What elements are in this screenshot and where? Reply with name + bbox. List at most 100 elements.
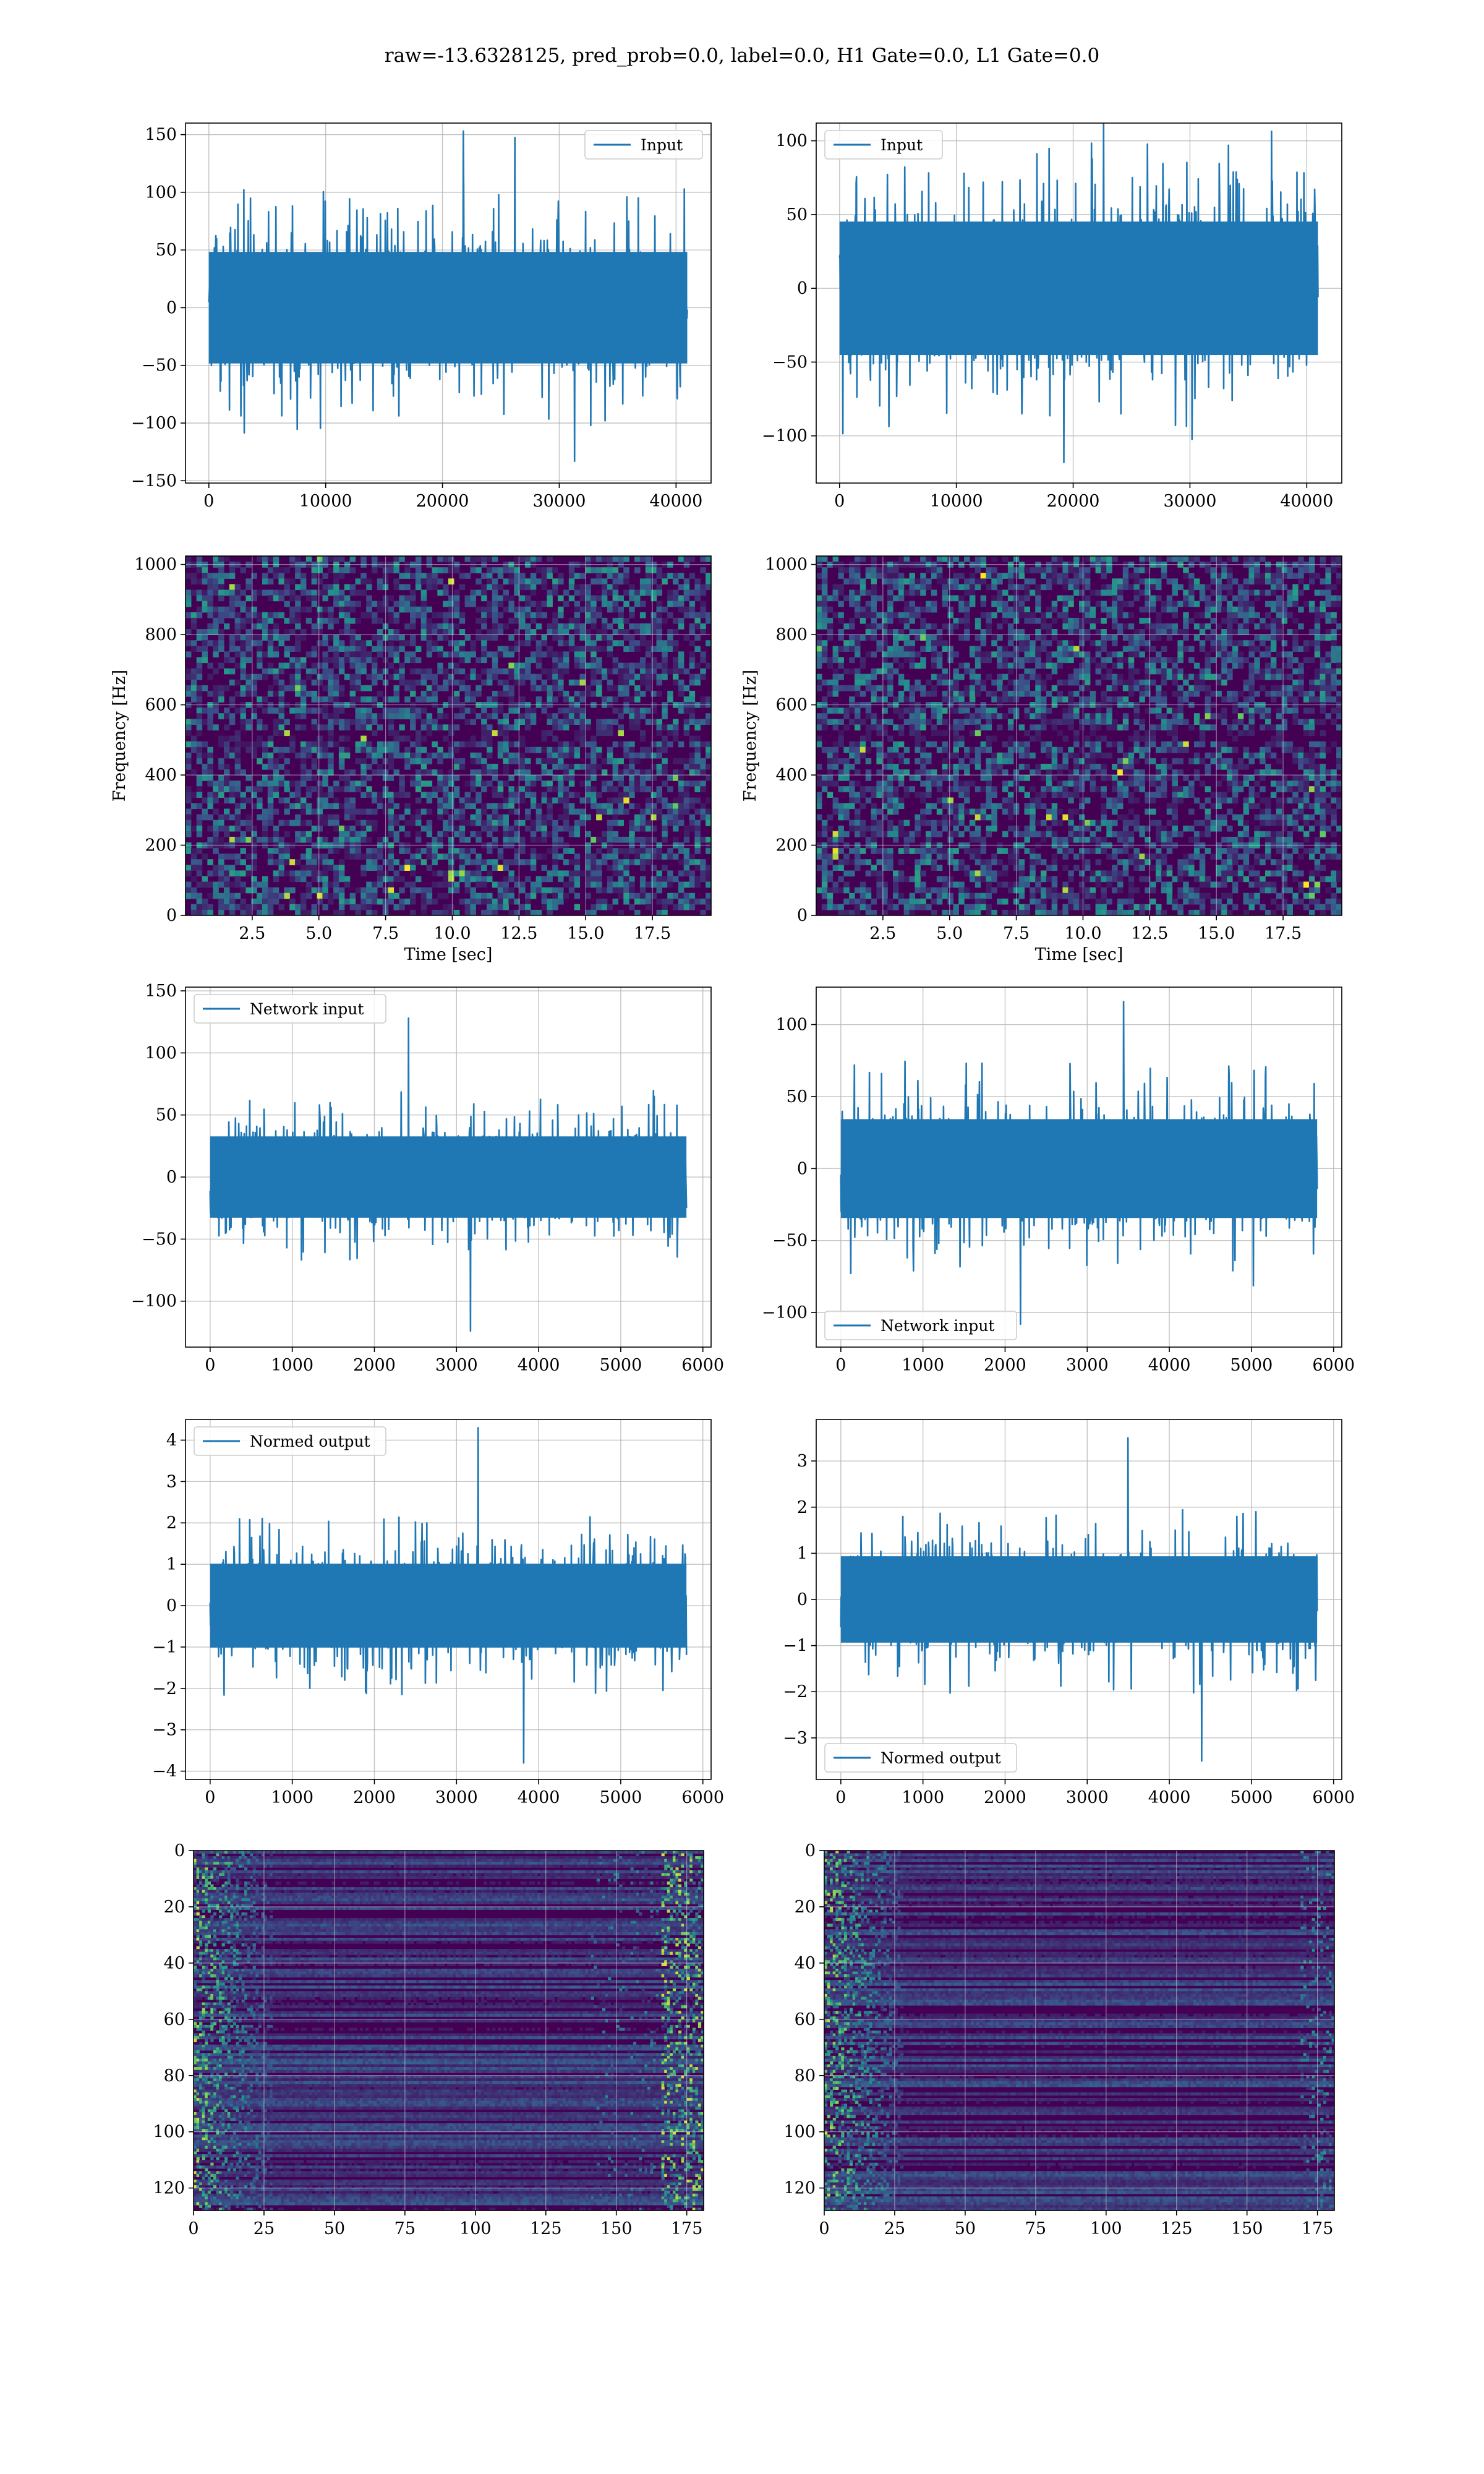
heatmap-cell [547, 876, 553, 883]
heatmap-cell [667, 696, 673, 703]
heatmap-cell [388, 662, 394, 669]
heatmap-cell [186, 556, 192, 562]
heatmap-cell [991, 870, 997, 877]
heatmap-cell [541, 825, 547, 832]
heatmap-cell [689, 859, 696, 865]
heatmap-cell [344, 848, 351, 854]
heatmap-cell [920, 713, 926, 719]
heatmap-cell [816, 713, 822, 719]
heatmap-cell [909, 876, 915, 883]
heatmap-cell [503, 651, 509, 657]
heatmap-cell [926, 690, 932, 697]
heatmap-cell [958, 865, 965, 871]
heatmap-cell [997, 724, 1003, 730]
heatmap-cell [936, 713, 943, 719]
heatmap-cell [568, 887, 575, 894]
heatmap-cell [278, 679, 284, 686]
heatmap-cell [942, 876, 949, 883]
heatmap-cell [289, 606, 296, 613]
heatmap-cell [552, 679, 558, 686]
heatmap-cell [503, 797, 509, 804]
heatmap-cell [207, 589, 213, 596]
heatmap-cell [415, 808, 422, 815]
heatmap-cell [300, 898, 307, 905]
heatmap-cell [470, 589, 476, 596]
heatmap-cell [986, 612, 992, 618]
heatmap-cell [821, 887, 828, 894]
heatmap-cell [525, 792, 531, 798]
heatmap-cell [388, 713, 394, 719]
heatmap-cell [689, 758, 696, 764]
heatmap-cell [849, 601, 855, 607]
heatmap-cell [673, 803, 679, 810]
heatmap-cell [821, 842, 828, 849]
heatmap-cell [437, 651, 443, 657]
heatmap-cell [920, 635, 926, 641]
heatmap-cell [552, 735, 558, 742]
heatmap-cell [338, 724, 345, 730]
heatmap-cell [196, 612, 203, 618]
heatmap-cell [541, 831, 547, 837]
heatmap-cell [382, 713, 389, 719]
heatmap-cell [903, 898, 910, 905]
heatmap-cell [558, 814, 564, 821]
heatmap-cell [909, 831, 915, 837]
heatmap-cell [832, 719, 839, 725]
heatmap-cell [964, 601, 970, 607]
heatmap-cell [623, 854, 629, 860]
heatmap-cell [224, 825, 230, 832]
heatmap-cell [475, 814, 482, 821]
heatmap-cell [563, 741, 569, 748]
heatmap-cell [591, 617, 597, 624]
heatmap-cell [360, 831, 367, 837]
heatmap-cell [601, 808, 608, 815]
heatmap-cell [388, 825, 394, 832]
heatmap-cell [563, 792, 569, 798]
heatmap-cell [240, 617, 246, 624]
heatmap-cell [832, 595, 839, 602]
heatmap-cell [229, 567, 236, 573]
heatmap-cell [448, 651, 454, 657]
heatmap-cell [909, 702, 915, 708]
heatmap-cell [662, 578, 668, 584]
heatmap-cell [481, 865, 487, 871]
heatmap-cell [645, 769, 652, 776]
heatmap-cell [849, 635, 855, 641]
heatmap-cell [492, 775, 498, 781]
heatmap-cell [366, 909, 372, 915]
heatmap-cell [475, 657, 482, 664]
heatmap-cell [196, 820, 203, 826]
heatmap-cell [251, 842, 257, 849]
heatmap-cell [273, 635, 279, 641]
heatmap-cell [448, 556, 454, 562]
heatmap-cell [974, 635, 981, 641]
heatmap-cell [503, 741, 509, 748]
heatmap-cell [305, 854, 312, 860]
heatmap-cell [196, 685, 203, 691]
heatmap-cell [893, 808, 899, 815]
heatmap-cell [980, 629, 987, 635]
heatmap-cell [974, 848, 981, 854]
heatmap-cell [475, 567, 482, 573]
heatmap-cell [656, 752, 662, 759]
heatmap-cell [196, 696, 203, 703]
heatmap-cell [317, 797, 323, 804]
heatmap-cell [234, 752, 241, 759]
heatmap-cell [190, 685, 197, 691]
heatmap-cell [552, 848, 558, 854]
heatmap-cell [953, 696, 959, 703]
heatmap-cell [909, 612, 915, 618]
heatmap-cell [574, 904, 581, 910]
heatmap-cell [492, 629, 498, 635]
heatmap-cell [915, 758, 921, 764]
heatmap-cell [224, 708, 230, 714]
heatmap-cell [656, 870, 662, 877]
heatmap-cell [629, 786, 635, 792]
heatmap-cell [585, 831, 591, 837]
heatmap-cell [338, 775, 345, 781]
heatmap-cell [487, 573, 493, 579]
heatmap-cell [618, 674, 624, 680]
heatmap-cell [1007, 623, 1014, 630]
heatmap-cell [240, 724, 246, 730]
heatmap-cell [991, 909, 997, 915]
